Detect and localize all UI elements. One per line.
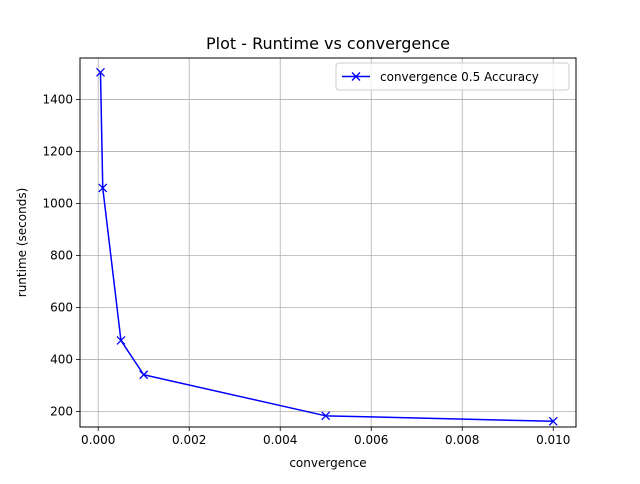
data-point (116, 336, 126, 345)
data-point-marker-stroke (548, 416, 558, 426)
data-point (96, 67, 105, 77)
data-point (548, 416, 558, 426)
y-tick-label: 1000 (42, 197, 73, 211)
y-tick-label: 400 (50, 352, 73, 366)
x-tick-label: 0.008 (445, 433, 479, 447)
plot-frame (79, 57, 577, 428)
data-point-marker-stroke (321, 411, 331, 421)
y-tick-label: 800 (50, 248, 73, 262)
x-tick-label: 0.002 (172, 433, 206, 447)
y-axis-ticks: 200 400 600 800 1000 1200 1400 (42, 93, 80, 418)
y-tick-label: 600 (50, 300, 73, 314)
legend: convergence 0.5 Accuracy (335, 62, 570, 91)
data-point (139, 370, 149, 380)
data-point-marker-stroke (96, 67, 105, 77)
data-point (98, 183, 108, 193)
x-tick-label: 0.006 (354, 433, 388, 447)
grid (80, 58, 576, 427)
y-tick-label: 200 (50, 404, 73, 418)
series-layer (96, 67, 558, 426)
legend-label: convergence 0.5 Accuracy (380, 70, 539, 84)
legend-box (335, 62, 570, 91)
data-point-marker-stroke (116, 336, 126, 345)
x-axis-ticks: 0.000 0.002 0.004 0.006 0.008 0.010 (81, 427, 570, 447)
x-axis-label: convergence (289, 456, 366, 470)
x-tick-label: 0.010 (536, 433, 570, 447)
data-point-marker-stroke (139, 370, 149, 380)
data-point-marker-stroke (98, 183, 108, 193)
chart-title: Plot - Runtime vs convergence (206, 34, 450, 53)
y-axis-label: runtime (seconds) (15, 188, 29, 297)
series-line (99, 72, 554, 423)
legend-x-marker (351, 72, 361, 81)
data-point (321, 411, 331, 421)
x-tick-label: 0.004 (263, 433, 297, 447)
y-tick-label: 1200 (42, 145, 73, 159)
y-tick-label: 1400 (42, 93, 73, 107)
x-tick-label: 0.000 (81, 433, 115, 447)
